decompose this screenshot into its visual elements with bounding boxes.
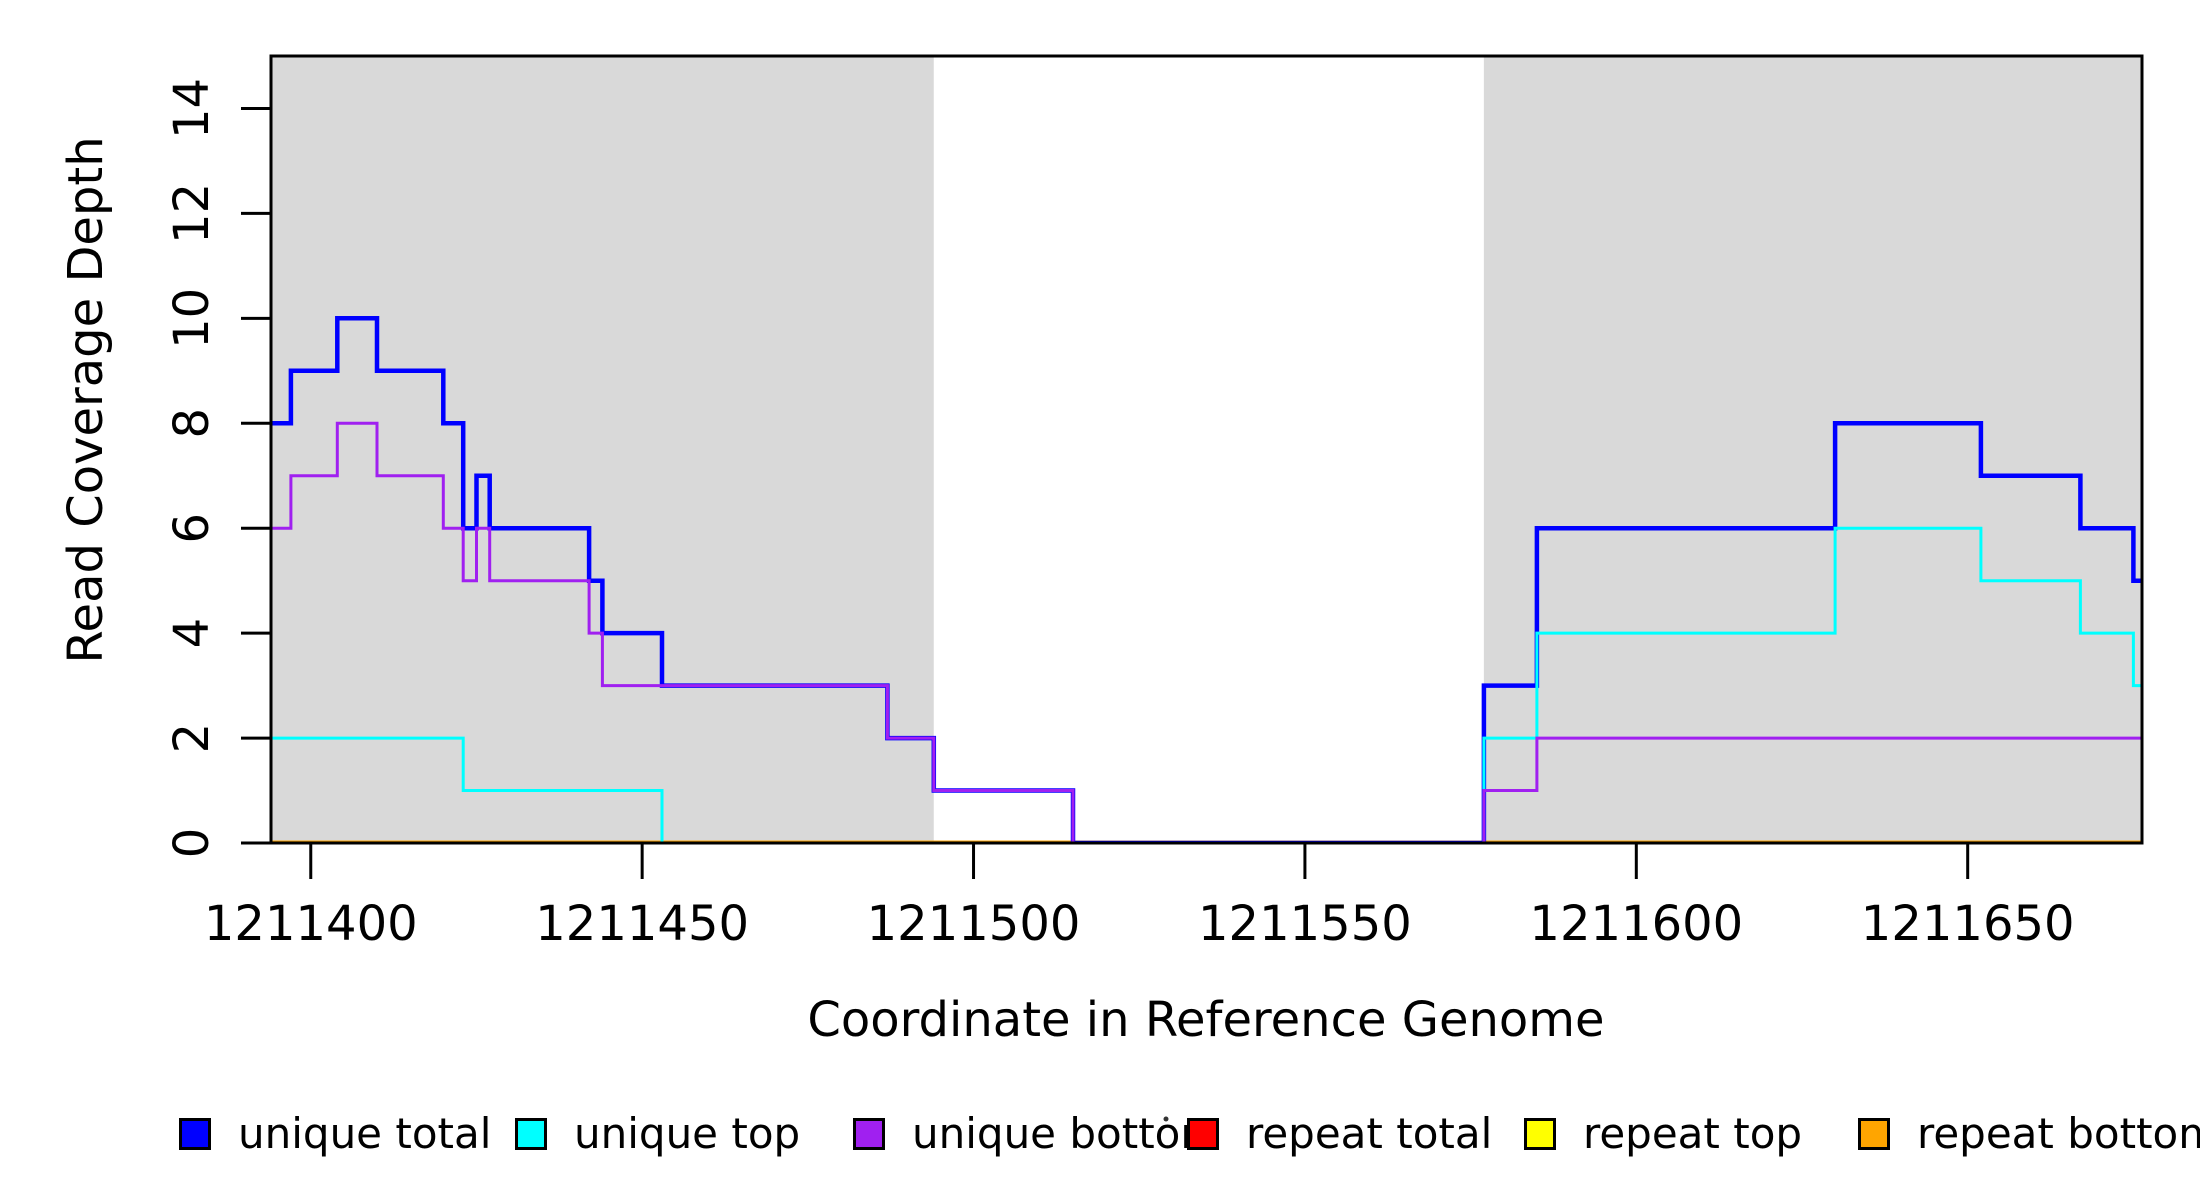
shaded-region-2 xyxy=(1483,56,2142,843)
y-tick-label: 12 xyxy=(164,183,220,244)
x-tick-label: 1211450 xyxy=(535,896,749,952)
stray-dot xyxy=(1163,1116,1169,1122)
x-tick-label: 1211600 xyxy=(1529,896,1743,952)
y-axis-title: Read Coverage Depth xyxy=(58,136,114,664)
y-tick-label: 2 xyxy=(164,723,220,754)
x-axis-title: Coordinate in Reference Genome xyxy=(807,992,1605,1048)
y-tick-label: 0 xyxy=(164,828,220,859)
series-unique-bottom xyxy=(271,421,2142,843)
y-tick-label: 6 xyxy=(164,513,220,544)
series-unique-total xyxy=(271,316,2142,843)
x-tick-label: 1211650 xyxy=(1861,896,2075,952)
shaded-region-1 xyxy=(271,56,934,843)
y-tick-label: 4 xyxy=(164,618,220,649)
series-unique-top xyxy=(271,526,2142,843)
series-layer xyxy=(271,316,2142,843)
x-tick-label: 1211550 xyxy=(1198,896,1412,952)
x-tick-label: 1211500 xyxy=(867,896,1081,952)
y-tick-label: 10 xyxy=(164,288,220,349)
y-tick-label: 8 xyxy=(164,408,220,439)
x-tick-label: 1211400 xyxy=(204,896,418,952)
y-tick-label: 14 xyxy=(164,78,220,139)
plot-frame xyxy=(269,54,2144,845)
